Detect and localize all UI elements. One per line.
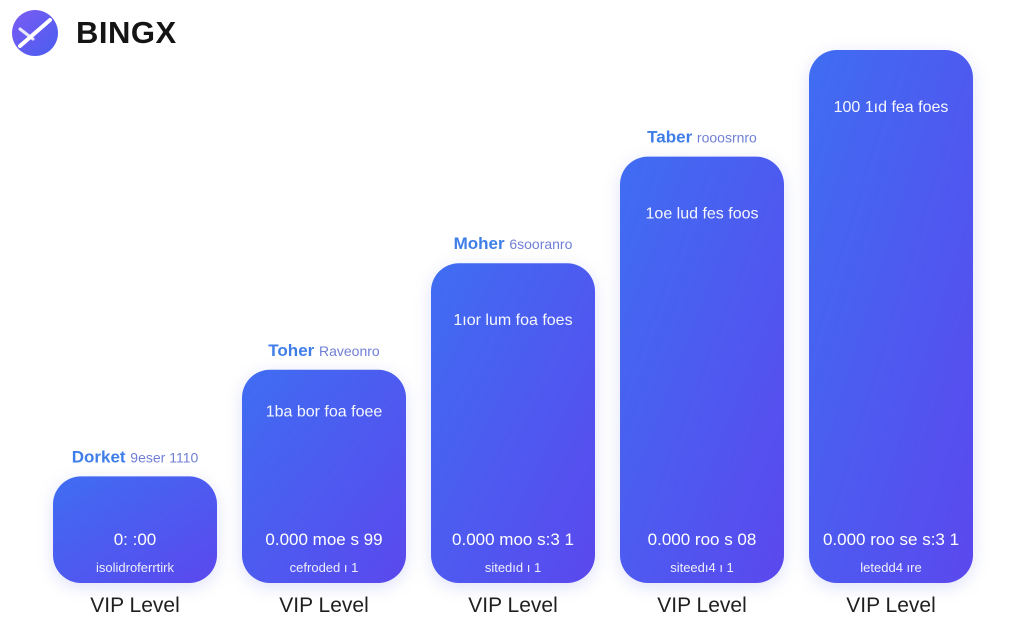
brand-name: BINGX bbox=[76, 15, 177, 50]
bar-top-label: 1ıor lum foa foes bbox=[453, 312, 572, 329]
bar-top-label: 1ba bor foa foee bbox=[266, 403, 383, 420]
bar-sub-label: isolidroferrtirk bbox=[96, 560, 175, 575]
bar-sub-label: siteedı4 ı 1 bbox=[670, 560, 734, 575]
bar-value-label: 0.000 roo se s:3 1 bbox=[823, 530, 959, 549]
bar bbox=[809, 50, 973, 583]
bar-top-label: 100 1ıd fea foes bbox=[834, 99, 949, 116]
category-label: VIP Level bbox=[657, 594, 747, 617]
bar bbox=[53, 476, 217, 583]
bar-value-label: 0.000 moo s:3 1 bbox=[452, 530, 574, 549]
bar-value-label: 0.000 moe s 99 bbox=[265, 530, 382, 549]
bar-heading: Toher Raveonro bbox=[268, 341, 380, 360]
bar-value-label: 0: :00 bbox=[114, 530, 157, 549]
bar-heading-main: Taber bbox=[647, 128, 697, 147]
bar-heading-main: Toher bbox=[268, 341, 319, 360]
brand-logo: BINGX bbox=[11, 9, 177, 57]
bar bbox=[242, 369, 406, 583]
bingx-logo-icon bbox=[12, 10, 58, 56]
category-label: VIP Level bbox=[846, 594, 936, 617]
bar-heading-sub: 9eser 1110 bbox=[130, 449, 198, 465]
bar-heading: Taber rooosrnro bbox=[647, 128, 757, 147]
bar-sub-label: sitedıd ı 1 bbox=[485, 560, 541, 575]
bar-heading-sub: rooosrnro bbox=[697, 130, 757, 146]
bar-sub-label: cefroded ı 1 bbox=[290, 560, 359, 575]
bar bbox=[620, 156, 784, 583]
bar bbox=[431, 263, 595, 583]
bar-heading-main: Dorket bbox=[72, 447, 131, 466]
bar-top-label: 1oe lud fes foos bbox=[646, 206, 759, 223]
bar-heading: Moher 6sooranro bbox=[454, 234, 573, 253]
bar-sub-label: letedd4 ıre bbox=[860, 560, 921, 575]
category-label: VIP Level bbox=[279, 594, 369, 617]
bar-heading-sub: Raveonro bbox=[319, 343, 380, 359]
category-label: VIP Level bbox=[468, 594, 558, 617]
bar-heading: Dorket 9eser 1110 bbox=[72, 447, 199, 466]
bar-value-label: 0.000 roo s 08 bbox=[648, 530, 757, 549]
bar-heading-main: Moher bbox=[454, 234, 510, 253]
bar-heading-sub: 6sooranro bbox=[509, 236, 572, 252]
category-label: VIP Level bbox=[90, 594, 180, 617]
